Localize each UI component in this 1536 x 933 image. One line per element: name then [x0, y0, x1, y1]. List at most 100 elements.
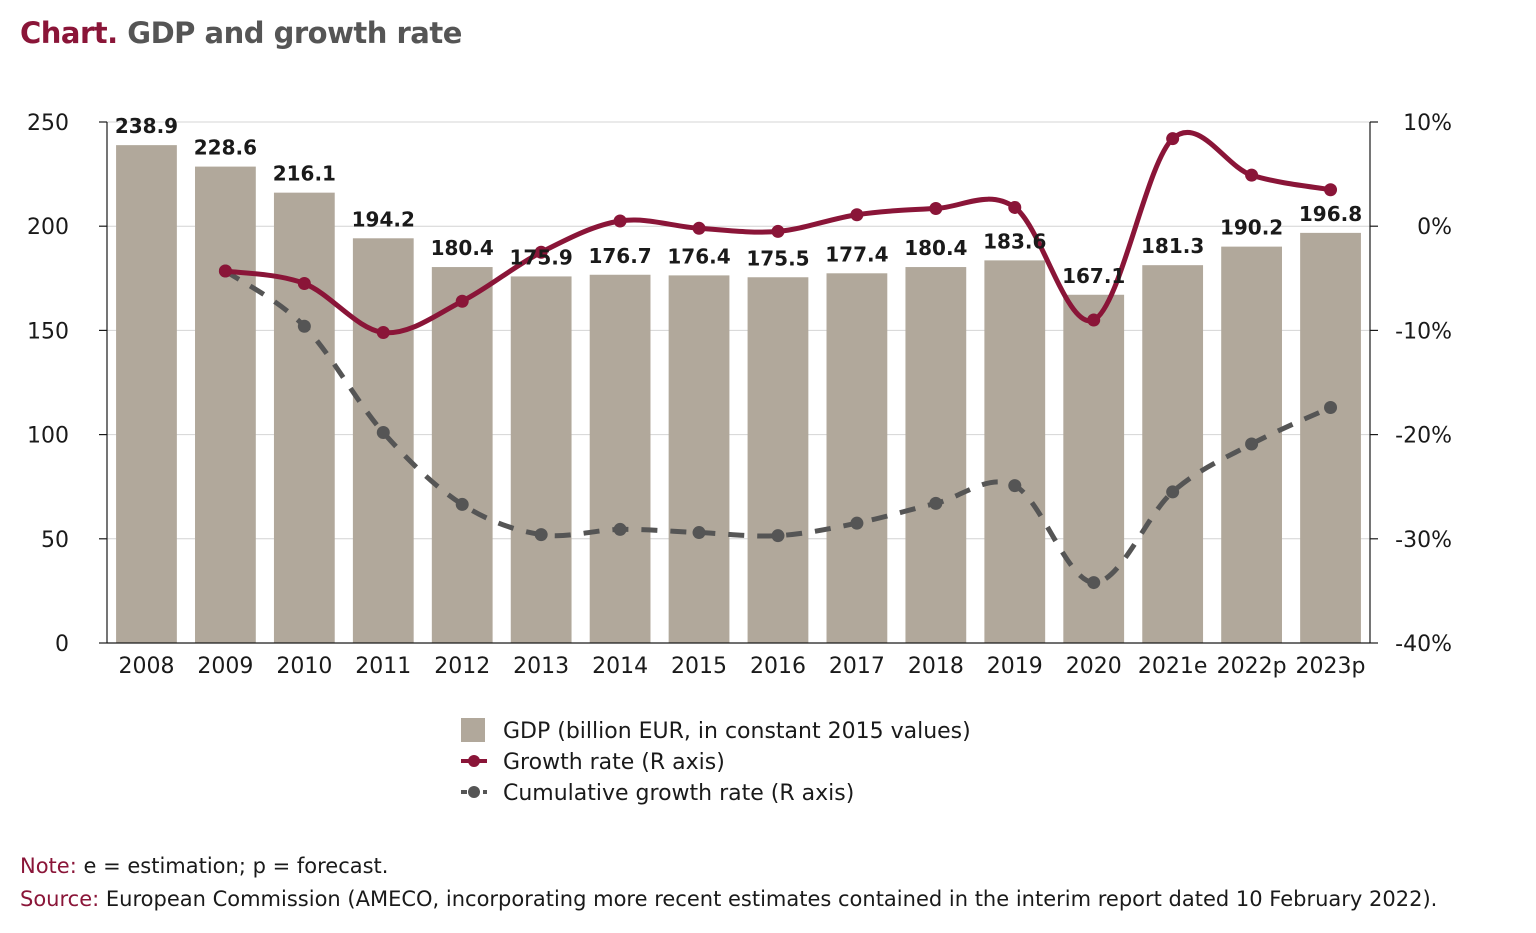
- cumulative-growth-point: [1324, 401, 1338, 415]
- cumulative-growth-line: [223, 268, 1332, 586]
- chart-title: Chart. GDP and growth rate: [20, 16, 462, 50]
- source-line: Source: European Commission (AMECO, inco…: [20, 883, 1437, 916]
- gdp-value-label: 167.1: [1062, 264, 1125, 288]
- right-axis-tick-label: 10%: [1403, 111, 1452, 136]
- gdp-bar: [1142, 265, 1204, 643]
- growth-rate-point: [1166, 132, 1180, 146]
- x-axis-tick-label: 2020: [1066, 654, 1122, 679]
- cumulative-growth-point: [1087, 576, 1101, 590]
- gdp-bar: [905, 267, 967, 643]
- cumulative-growth-point: [613, 522, 627, 536]
- gdp-value-label: 177.4: [825, 242, 888, 266]
- x-axis-tick-label: 2023p: [1296, 654, 1366, 679]
- cumulative-growth-point: [850, 516, 864, 530]
- x-axis-tick-label: 2017: [829, 654, 885, 679]
- growth-rate-point: [297, 277, 311, 291]
- growth-rate-point: [929, 201, 943, 215]
- gdp-value-label: 216.1: [273, 162, 336, 186]
- growth-rate-point: [534, 245, 548, 259]
- gdp-value-label: 196.8: [1299, 202, 1362, 226]
- legend-cumulative-label: Cumulative growth rate (R axis): [503, 781, 854, 806]
- x-axis-tick-label: 2021e: [1138, 654, 1208, 679]
- x-axis-tick-label: 2019: [987, 654, 1043, 679]
- gdp-value-label: 238.9: [115, 114, 178, 138]
- cumulative-growth-point: [534, 528, 548, 542]
- gdp-bar: [352, 238, 414, 643]
- x-axis-tick-label: 2022p: [1217, 654, 1287, 679]
- growth-rate-point: [376, 325, 390, 339]
- chart-title-text: GDP and growth rate: [127, 16, 462, 50]
- source-label: Source:: [20, 887, 100, 911]
- gdp-value-label: 175.5: [746, 246, 809, 270]
- gdp-value-label: 175.9: [510, 245, 573, 269]
- gdp-value-label: 228.6: [194, 136, 257, 160]
- growth-rate-line: [222, 129, 1334, 336]
- gdp-bar: [116, 145, 177, 644]
- gdp-bar: [1300, 232, 1361, 643]
- growth-rate-point: [692, 221, 706, 235]
- cumulative-growth-point: [1166, 485, 1180, 499]
- gdp-bar: [195, 166, 256, 643]
- left-axis-tick-label: 100: [27, 424, 69, 449]
- chart-title-prefix: Chart.: [20, 16, 118, 50]
- gdp-value-label: 190.2: [1220, 216, 1283, 240]
- cumulative-growth-point: [929, 496, 943, 510]
- gdp-value-label: 176.7: [588, 244, 651, 268]
- cumulative-growth-point: [297, 319, 311, 333]
- growth-rate-point: [1324, 183, 1338, 197]
- x-axis-tick-label: 2012: [434, 654, 490, 679]
- x-axis-tick-label: 2009: [197, 654, 253, 679]
- gdp-bar: [668, 275, 730, 643]
- gdp-value-label: 194.2: [352, 207, 415, 231]
- legend-gdp-label: GDP (billion EUR, in constant 2015 value…: [503, 719, 971, 744]
- gdp-bar: [1063, 294, 1125, 643]
- gdp-value-label: 180.4: [904, 236, 967, 260]
- cumulative-growth-point: [455, 497, 469, 511]
- gdp-bar: [273, 192, 335, 644]
- gdp-bar: [984, 260, 1046, 643]
- x-axis-tick-label: 2011: [355, 654, 411, 679]
- growth-rate-point: [1087, 313, 1101, 327]
- source-text: European Commission (AMECO, incorporatin…: [105, 887, 1438, 911]
- growth-rate-point: [1245, 168, 1259, 182]
- x-axis-tick-label: 2013: [513, 654, 569, 679]
- gdp-bar: [431, 267, 493, 643]
- legend-growth-swatch-point: [468, 755, 480, 767]
- gdp-value-label: 176.4: [667, 244, 730, 268]
- note-text: e = estimation; p = forecast.: [83, 854, 389, 878]
- legend-growth-label: Growth rate (R axis): [503, 750, 725, 775]
- left-axis-tick-label: 0: [55, 632, 69, 657]
- growth-rate-point: [613, 214, 627, 228]
- right-axis-tick-label: 0%: [1417, 215, 1452, 240]
- gdp-bar: [747, 277, 809, 643]
- right-axis-tick-label: -40%: [1395, 632, 1452, 657]
- x-axis-tick-label: 2014: [592, 654, 648, 679]
- growth-rate-point: [455, 294, 469, 308]
- right-axis-tick-label: -20%: [1395, 424, 1452, 449]
- cumulative-growth-point: [771, 529, 785, 543]
- gdp-bar: [510, 276, 572, 643]
- chart-notes: Note: e = estimation; p = forecast. Sour…: [20, 850, 1437, 916]
- cumulative-growth-point: [1245, 437, 1259, 451]
- gdp-bar: [826, 273, 888, 643]
- x-axis-tick-label: 2015: [671, 654, 727, 679]
- x-axis-tick-label: 2010: [276, 654, 332, 679]
- gdp-growth-chart: 0 50 100 150 200 250 -40% -30% -20% -10% 0% 10% 2008…: [27, 111, 1452, 806]
- legend-gdp-swatch: [461, 718, 485, 742]
- growth-rate-point: [771, 224, 785, 238]
- note-line: Note: e = estimation; p = forecast.: [20, 850, 1437, 883]
- gdp-value-label: 181.3: [1141, 234, 1204, 258]
- growth-rate-point: [850, 208, 864, 222]
- note-label: Note:: [20, 854, 77, 878]
- legend-cumulative-swatch-point: [468, 786, 480, 798]
- growth-rate-point: [218, 264, 232, 278]
- x-axis-tick-label: 2018: [908, 654, 964, 679]
- left-axis-tick-label: 150: [27, 319, 69, 344]
- right-axis-tick-label: -30%: [1395, 528, 1452, 553]
- cumulative-growth-point: [1008, 479, 1022, 493]
- growth-rate-point: [1008, 200, 1022, 214]
- right-axis-tick-label: -10%: [1395, 319, 1452, 344]
- left-axis-tick-label: 50: [41, 528, 69, 553]
- cumulative-growth-point: [692, 526, 706, 540]
- x-axis-tick-label: 2016: [750, 654, 806, 679]
